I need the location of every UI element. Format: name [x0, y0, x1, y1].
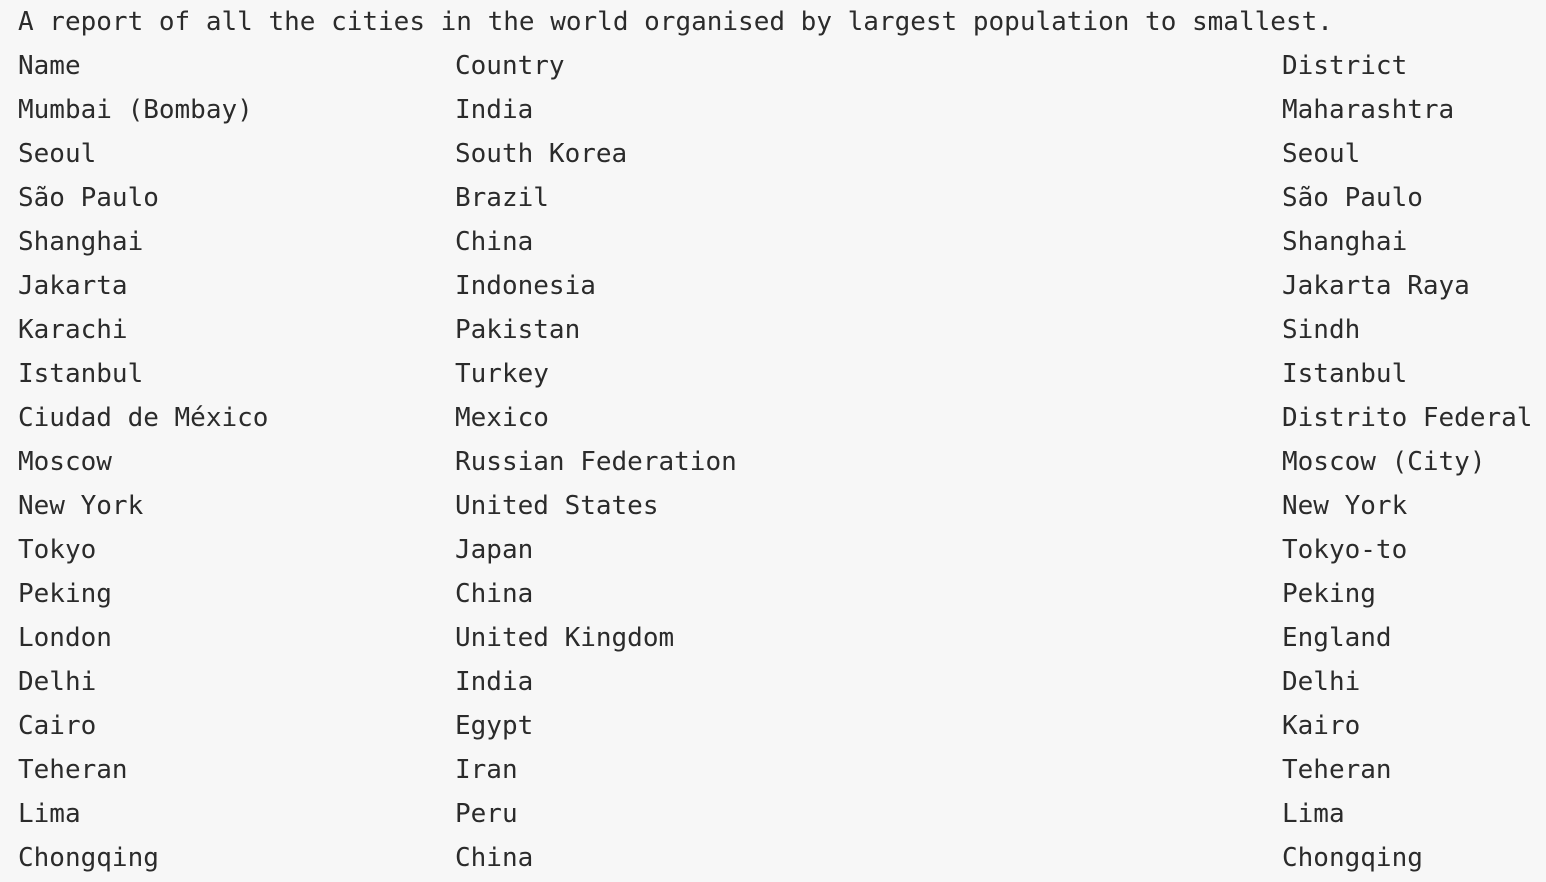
cell-district: Teheran: [1282, 755, 1392, 785]
cell-name: Seoul: [18, 139, 97, 169]
cell-country: Japan: [455, 535, 534, 565]
report-title: A report of all the cities in the world …: [18, 7, 1333, 37]
cell-name: Peking: [18, 579, 112, 609]
cell-district: Delhi: [1282, 667, 1361, 697]
cell-name: São Paulo: [18, 183, 159, 213]
header-name: Name: [18, 51, 81, 81]
cell-country: United Kingdom: [455, 623, 675, 653]
cell-district: Tokyo-to: [1282, 535, 1408, 565]
cell-country: Peru: [455, 799, 518, 829]
table-row: New York United States New York: [18, 484, 1546, 528]
cell-district: New York: [1282, 491, 1408, 521]
cell-name: Teheran: [18, 755, 128, 785]
cell-name: Chongqing: [18, 843, 159, 873]
cell-district: Kairo: [1282, 711, 1361, 741]
console-output: A report of all the cities in the world …: [18, 0, 1546, 882]
cell-country: India: [455, 95, 534, 125]
cell-name: Tokyo: [18, 535, 97, 565]
table-header-row: Name Country District: [18, 44, 1546, 88]
cell-name: Delhi: [18, 667, 97, 697]
table-row: Lima Peru Lima: [18, 792, 1546, 836]
cell-country: South Korea: [455, 139, 628, 169]
cell-country: China: [455, 227, 534, 257]
table-row: Tokyo Japan Tokyo-to: [18, 528, 1546, 572]
cell-name: Lima: [18, 799, 81, 829]
cell-country: Iran: [455, 755, 518, 785]
cell-name: Cairo: [18, 711, 97, 741]
cell-country: Indonesia: [455, 271, 596, 301]
table-row: Karachi Pakistan Sindh: [18, 308, 1546, 352]
table-row: Peking China Peking: [18, 572, 1546, 616]
cell-name: Istanbul: [18, 359, 144, 389]
table-row: Jakarta Indonesia Jakarta Raya: [18, 264, 1546, 308]
cell-country: India: [455, 667, 534, 697]
cell-country: Mexico: [455, 403, 549, 433]
table-row: Teheran Iran Teheran: [18, 748, 1546, 792]
cell-country: Russian Federation: [455, 447, 737, 477]
table-row: Delhi India Delhi: [18, 660, 1546, 704]
cell-district: Maharashtra: [1282, 95, 1455, 125]
cell-district: Sindh: [1282, 315, 1361, 345]
cell-district: Moscow (City): [1282, 447, 1486, 477]
cell-district: São Paulo: [1282, 183, 1423, 213]
cell-district: Chongqing: [1282, 843, 1423, 873]
cell-name: London: [18, 623, 112, 653]
cell-district: Distrito Federal: [1282, 403, 1533, 433]
cell-district: Shanghai: [1282, 227, 1408, 257]
header-country: Country: [455, 51, 565, 81]
cell-name: Shanghai: [18, 227, 144, 257]
cell-country: United States: [455, 491, 659, 521]
cell-country: Egypt: [455, 711, 534, 741]
cell-district: Lima: [1282, 799, 1345, 829]
table-body: Mumbai (Bombay) India Maharashtra Seoul Sou…: [18, 88, 1546, 880]
table-row: Ciudad de México Mexico Distrito Federal: [18, 396, 1546, 440]
table-row: Cairo Egypt Kairo: [18, 704, 1546, 748]
table-row: Chongqing China Chongqing: [18, 836, 1546, 880]
cell-name: Karachi: [18, 315, 128, 345]
cell-name: Moscow: [18, 447, 112, 477]
cell-district: Seoul: [1282, 139, 1361, 169]
cell-country: Turkey: [455, 359, 549, 389]
cell-district: Jakarta Raya: [1282, 271, 1470, 301]
table-row: Istanbul Turkey Istanbul: [18, 352, 1546, 396]
table-row: São Paulo Brazil São Paulo: [18, 176, 1546, 220]
cell-district: Istanbul: [1282, 359, 1408, 389]
table-row: Moscow Russian Federation Moscow (City): [18, 440, 1546, 484]
header-district: District: [1282, 51, 1408, 81]
cell-country: Brazil: [455, 183, 549, 213]
cell-country: Pakistan: [455, 315, 581, 345]
table-row: Shanghai China Shanghai: [18, 220, 1546, 264]
cell-name: Ciudad de México: [18, 403, 269, 433]
table-row: Mumbai (Bombay) India Maharashtra: [18, 88, 1546, 132]
cell-name: Mumbai (Bombay): [18, 95, 253, 125]
table-row: London United Kingdom England: [18, 616, 1546, 660]
cell-country: China: [455, 843, 534, 873]
cell-district: Peking: [1282, 579, 1376, 609]
cell-country: China: [455, 579, 534, 609]
cell-name: Jakarta: [18, 271, 128, 301]
cell-name: New York: [18, 491, 144, 521]
table-row: Seoul South Korea Seoul: [18, 132, 1546, 176]
cell-district: England: [1282, 623, 1392, 653]
